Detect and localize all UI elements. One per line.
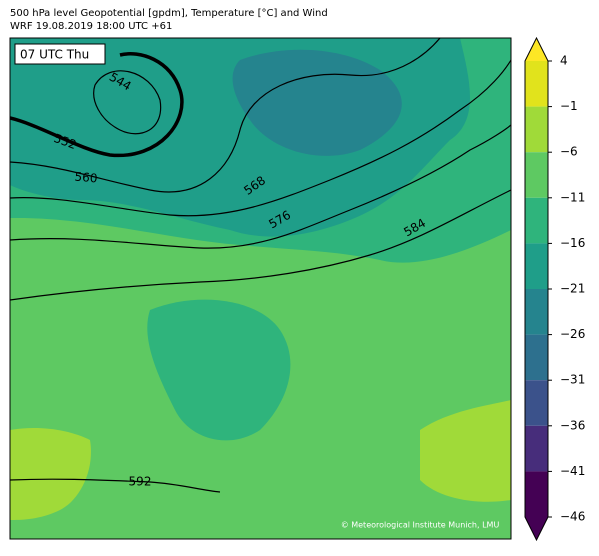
colorbar-band [525, 471, 548, 517]
colorbar-band [525, 289, 548, 335]
colorbar-tick-label: −41 [560, 464, 585, 478]
temperature-field [147, 299, 291, 441]
colorbar-tick-label: −11 [560, 190, 585, 204]
time-label: 07 UTC Thu [20, 48, 89, 62]
colorbar-band [525, 425, 548, 472]
colorbar-tick-label: 4 [560, 54, 568, 68]
colorbar-tick-label: −36 [560, 418, 585, 432]
colorbar-tick-label: −46 [560, 510, 585, 524]
temperature-field [10, 428, 91, 520]
map-frame [9, 37, 512, 540]
map-area: © Meteorological Institute Munich, LMU [10, 38, 511, 539]
contour-label: 592 [129, 475, 152, 489]
title: 500 hPa level Geopotential [gpdm], Tempe… [10, 8, 328, 19]
colorbar-tick-label: −1 [560, 99, 578, 113]
colorbar-band [525, 243, 548, 289]
colorbar-tick-label: −6 [560, 145, 578, 159]
colorbar-band [525, 61, 548, 107]
colorbar-band [525, 334, 548, 381]
colorbar: 4 −1 −6 −11 −16 −21 −26 −31 −36 −41 −46 [524, 36, 585, 542]
contour-label-group: 592 [129, 475, 152, 489]
colorbar-band [525, 197, 548, 244]
time-label-box [14, 43, 106, 65]
contour-label-group: 560 [74, 170, 98, 186]
temperature-field [232, 49, 402, 156]
colorbar-extend [525, 38, 548, 61]
colorbar-tick-label: −26 [560, 327, 585, 341]
colorbar-tick-label: −31 [560, 373, 585, 387]
colorbar-extend [525, 517, 548, 540]
height-contours [10, 38, 511, 493]
colorbar-tick-label: −16 [560, 236, 585, 250]
subtitle: WRF 19.08.2019 18:00 UTC +61 [10, 21, 172, 32]
colorbar-band [525, 380, 548, 426]
colorbar-tick-label: −21 [560, 282, 585, 296]
contour-label: 560 [74, 170, 98, 186]
colorbar-band [525, 106, 548, 153]
credit: © Meteorological Institute Munich, LMU [341, 521, 500, 530]
temperature-field [420, 400, 511, 502]
colorbar-band [525, 152, 548, 198]
